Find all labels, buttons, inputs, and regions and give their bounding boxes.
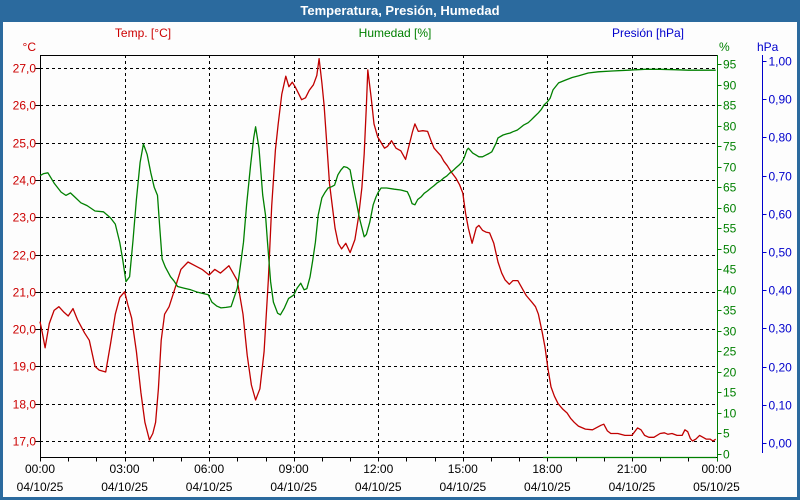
temp-tick-label: 18,0	[13, 398, 37, 412]
date-label: 04/10/25	[524, 480, 571, 494]
pressure-tick-label: 0,70	[769, 170, 793, 184]
humidity-tick-label: 85	[723, 99, 737, 113]
pressure-tick-label: 0,40	[769, 284, 793, 298]
date-label: 04/10/25	[609, 480, 656, 494]
humidity-tick-label: 70	[723, 161, 737, 175]
legend-pressure: Presión [hPa]	[611, 26, 685, 40]
humidity-axis-unit: %	[719, 40, 730, 54]
title-bar: Temperatura, Presión, Humedad	[3, 3, 797, 22]
humidity-tick-label: 95	[723, 58, 737, 72]
humidity-tick-label: 5	[723, 427, 730, 441]
temp-tick-label: 24,0	[13, 174, 37, 188]
humidity-tick-label: 20	[723, 366, 737, 380]
date-label: 04/10/25	[186, 480, 233, 494]
humidity-tick-label: 60	[723, 202, 737, 216]
date-label: 04/10/25	[270, 480, 317, 494]
date-label: 04/10/25	[101, 480, 148, 494]
temp-tick-label: 22,0	[13, 249, 37, 263]
humidity-tick-label: 40	[723, 284, 737, 298]
time-tick-label: 15:00	[448, 462, 478, 476]
pressure-tick-label: 0,20	[769, 361, 793, 375]
humidity-tick-label: 45	[723, 263, 737, 277]
date-label: 05/10/25	[693, 480, 740, 494]
temp-tick-label: 20,0	[13, 323, 37, 337]
temp-tick-label: 19,0	[13, 360, 37, 374]
time-tick-label: 21:00	[617, 462, 647, 476]
humidity-tick-label: 65	[723, 181, 737, 195]
temp-tick-label: 17,0	[13, 435, 37, 449]
humidity-tick-label: 50	[723, 243, 737, 257]
pressure-axis-unit: hPa	[757, 40, 779, 54]
legend-humidity: Humedad [%]	[358, 26, 432, 40]
time-tick-label: 18:00	[532, 462, 562, 476]
humidity-tick-label: 30	[723, 325, 737, 339]
pressure-tick-label: 0,10	[769, 399, 793, 413]
pressure-tick-label: 0,50	[769, 246, 793, 260]
temp-tick-label: 27,0	[13, 62, 37, 76]
temp-tick-label: 25,0	[13, 137, 37, 151]
pressure-tick-label: 0,30	[769, 322, 793, 336]
temp-tick-label: 23,0	[13, 211, 37, 225]
humidity-tick-label: 35	[723, 304, 737, 318]
pressure-tick-label: 1,00	[769, 55, 793, 69]
humidity-tick-label: 0	[723, 448, 730, 462]
date-label: 04/10/25	[17, 480, 64, 494]
date-label: 04/10/25	[439, 480, 486, 494]
pressure-tick-label: 0,00	[769, 437, 793, 451]
time-tick-label: 03:00	[110, 462, 140, 476]
temp-axis-unit: °C	[22, 40, 36, 54]
time-tick-label: 00:00	[25, 462, 55, 476]
time-tick-label: 00:00	[701, 462, 731, 476]
legend-temperature: Temp. [°C]	[114, 26, 172, 40]
humidity-tick-label: 10	[723, 407, 737, 421]
time-tick-label: 12:00	[363, 462, 393, 476]
time-tick-label: 06:00	[194, 462, 224, 476]
humidity-tick-label: 25	[723, 345, 737, 359]
pressure-tick-label: 0,90	[769, 93, 793, 107]
temp-tick-label: 21,0	[13, 286, 37, 300]
time-tick-label: 09:00	[279, 462, 309, 476]
humidity-tick-label: 80	[723, 120, 737, 134]
pressure-tick-label: 0,80	[769, 131, 793, 145]
humidity-tick-label: 55	[723, 222, 737, 236]
pressure-tick-label: 0,60	[769, 208, 793, 222]
humidity-tick-label: 90	[723, 79, 737, 93]
date-label: 04/10/25	[355, 480, 402, 494]
humidity-tick-label: 75	[723, 140, 737, 154]
humidity-tick-label: 15	[723, 386, 737, 400]
temp-tick-label: 26,0	[13, 99, 37, 113]
temp-series-line	[39, 58, 717, 442]
humidity-series-line	[39, 68, 716, 316]
page-title: Temperatura, Presión, Humedad	[300, 3, 500, 18]
